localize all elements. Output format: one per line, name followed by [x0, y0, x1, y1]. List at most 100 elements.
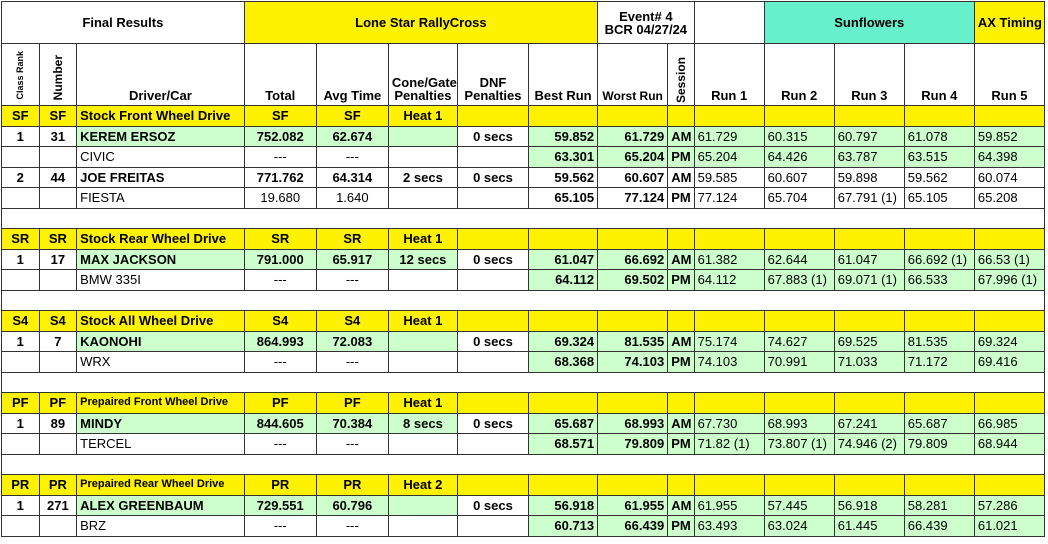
run-5: 68.944 [973, 433, 1046, 455]
avg-time: 60.796 [315, 494, 389, 516]
driver-row: 1 271 ALEX GREENBAUM 729.551 60.796 0 se… [1, 494, 1046, 516]
car-model: BMW 335I [76, 269, 245, 291]
run-5: 66.53 (1) [973, 248, 1046, 270]
dnf-penalty: 0 secs [456, 125, 530, 147]
col-run-4: Run 4 [903, 43, 975, 106]
worst-run: 69.502 [597, 269, 669, 291]
driver-row: 1 31 KEREM ERSOZ 752.082 62.674 0 secs 5… [1, 125, 1046, 147]
driver-name: ALEX GREENBAUM [76, 494, 245, 516]
run-4: 59.562 [903, 166, 975, 188]
car-row: BMW 335I --- --- 64.112 69.502 PM 64.112… [1, 269, 1046, 291]
best-run: 65.105 [528, 187, 599, 209]
avg-time: 72.083 [315, 330, 389, 352]
class-row: PR PR Prepaired Rear Wheel Drive PR PR H… [1, 474, 1046, 496]
driver-row: 1 89 MINDY 844.605 70.384 8 secs 0 secs … [1, 412, 1046, 434]
rank: 1 [1, 494, 40, 516]
run-4: 81.535 [903, 330, 975, 352]
run-5: 69.324 [973, 330, 1046, 352]
col-run-3: Run 3 [833, 43, 905, 106]
session: AM [667, 166, 695, 188]
car-model: TERCEL [76, 433, 245, 455]
run-2: 67.883 (1) [763, 269, 835, 291]
run-1: 71.82 (1) [693, 433, 765, 455]
col-number: Number [38, 43, 78, 106]
heat-label: Heat 1 [387, 228, 458, 250]
run-3: 56.918 [833, 494, 905, 516]
series-title: Lone Star RallyCross [243, 1, 599, 44]
car-row: TERCEL --- --- 68.571 79.809 PM 71.82 (1… [1, 433, 1046, 455]
worst-run: 81.535 [597, 330, 669, 352]
best-run: 69.324 [528, 330, 599, 352]
run-1: 61.382 [693, 248, 765, 270]
run-2: 70.991 [763, 351, 835, 373]
run-1: 75.174 [693, 330, 765, 352]
avg-time: --- [315, 146, 389, 168]
car-number: 7 [38, 330, 78, 352]
dnf-penalty: 0 secs [456, 166, 530, 188]
spacer-row [1, 453, 1045, 475]
class-name: Prepaired Rear Wheel Drive [76, 474, 245, 496]
spacer-row [1, 371, 1045, 393]
avg-time: 1.640 [315, 187, 389, 209]
rank: 1 [1, 412, 40, 434]
session: AM [667, 494, 695, 516]
run-3: 61.047 [833, 248, 905, 270]
cone-penalty: 8 secs [387, 412, 458, 434]
run-4: 63.515 [903, 146, 975, 168]
col-run-2: Run 2 [763, 43, 835, 106]
spacer-row [1, 289, 1045, 311]
col-cone-penalties: Cone/Gate Penalties [387, 43, 458, 106]
class-code: SF [38, 105, 78, 127]
best-run: 60.713 [528, 515, 599, 537]
car-model: FIESTA [76, 187, 245, 209]
run-2: 68.993 [763, 412, 835, 434]
driver-name: MAX JACKSON [76, 248, 245, 270]
car-model: BRZ [76, 515, 245, 537]
run-4: 58.281 [903, 494, 975, 516]
col-best-run: Best Run [528, 43, 599, 106]
session: PM [667, 146, 695, 168]
class-code: SF [243, 105, 317, 127]
run-5: 64.398 [973, 146, 1046, 168]
cone-penalty: 12 secs [387, 248, 458, 270]
worst-run: 66.692 [597, 248, 669, 270]
best-run: 65.687 [528, 412, 599, 434]
run-2: 65.704 [763, 187, 835, 209]
class-code: S4 [1, 310, 40, 332]
driver-row: 1 17 MAX JACKSON 791.000 65.917 12 secs … [1, 248, 1046, 270]
best-run: 63.301 [528, 146, 599, 168]
run-3: 74.946 (2) [833, 433, 905, 455]
rank: 1 [1, 330, 40, 352]
site-name: Sunflowers [763, 1, 975, 44]
class-code: PF [243, 392, 317, 414]
total-time: 864.993 [243, 330, 317, 352]
run-1: 59.585 [693, 166, 765, 188]
spacer-cell [693, 1, 765, 44]
dnf-penalty: 0 secs [456, 494, 530, 516]
best-run: 61.047 [528, 248, 599, 270]
driver-row: 2 44 JOE FREITAS 771.762 64.314 2 secs 0… [1, 166, 1046, 188]
avg-time: --- [315, 269, 389, 291]
worst-run: 68.993 [597, 412, 669, 434]
avg-time: 62.674 [315, 125, 389, 147]
run-3: 69.071 (1) [833, 269, 905, 291]
class-code: PR [1, 474, 40, 496]
run-4: 66.692 (1) [903, 248, 975, 270]
event-number: Event# 4 [619, 8, 673, 24]
col-driver-car: Driver/Car [76, 43, 245, 106]
class-name: Stock All Wheel Drive [76, 310, 245, 332]
run-1: 61.955 [693, 494, 765, 516]
car-row: CIVIC --- --- 63.301 65.204 PM 65.204 64… [1, 146, 1046, 168]
class-code: SR [315, 228, 389, 250]
best-run: 59.562 [528, 166, 599, 188]
total-time: --- [243, 515, 317, 537]
car-model: CIVIC [76, 146, 245, 168]
class-row: SF SF Stock Front Wheel Drive SF SF Heat… [1, 105, 1046, 127]
col-dnf-penalties: DNF Penalties [456, 43, 530, 106]
total-time: --- [243, 351, 317, 373]
run-1: 77.124 [693, 187, 765, 209]
run-3: 60.797 [833, 125, 905, 147]
worst-run: 66.439 [597, 515, 669, 537]
session: PM [667, 269, 695, 291]
car-number: 31 [38, 125, 78, 147]
